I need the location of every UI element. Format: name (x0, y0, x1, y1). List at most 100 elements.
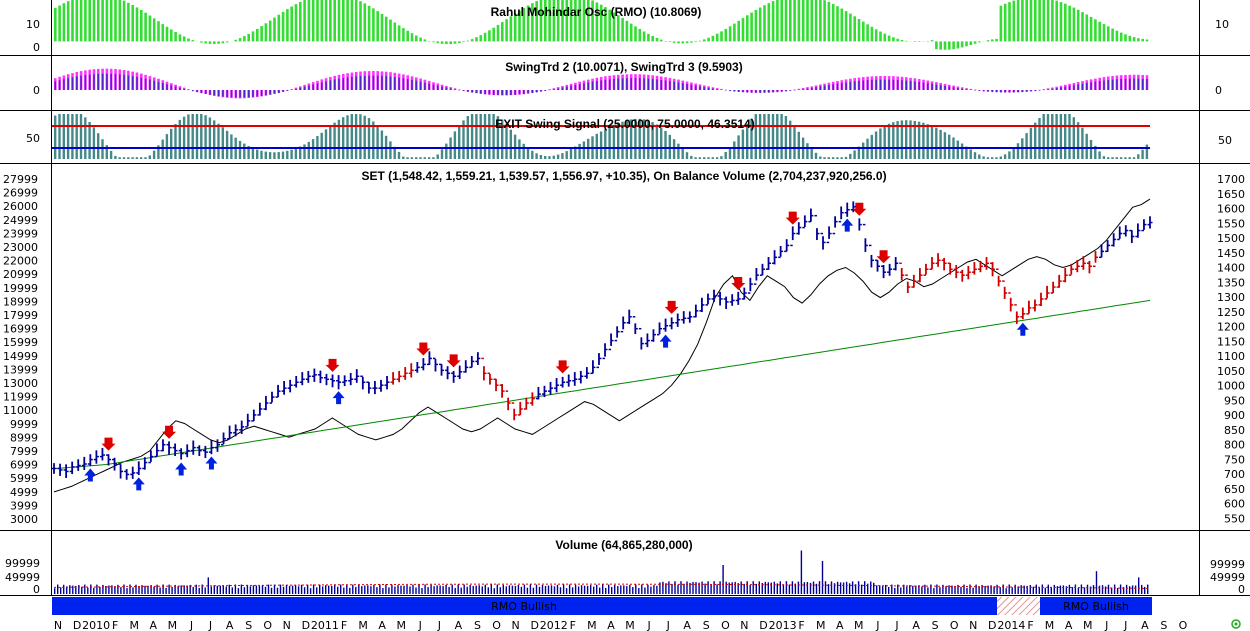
volume-bar (734, 581, 736, 594)
swingtrend-3-bar (1141, 78, 1144, 90)
exit-bar (595, 133, 598, 159)
rmo-bar (1055, 0, 1058, 42)
volume-bar (620, 585, 622, 594)
rmo-bar (273, 17, 276, 42)
exit-bar (1145, 144, 1149, 159)
swingtrend-3-bar (1137, 78, 1140, 90)
swingtrend-3-bar (909, 81, 912, 90)
rmo-bar (311, 0, 315, 42)
volume-bar (656, 585, 658, 594)
exit-bar (114, 155, 117, 159)
volume-bar (623, 585, 625, 594)
buy-arrow (659, 334, 672, 348)
tick-label: 800 (1224, 439, 1245, 452)
tick-label: 15999 (3, 336, 38, 349)
volume-bar (912, 585, 914, 594)
rmo-bar (642, 31, 646, 42)
volume-bar (111, 585, 113, 594)
tick-label: 50 (1218, 134, 1232, 147)
exit-bar (905, 120, 908, 159)
exit-bar (1085, 133, 1088, 159)
volume-bar (722, 565, 724, 594)
rmo-bar (84, 0, 87, 42)
volume-bar (547, 585, 550, 594)
volume-bar (903, 584, 905, 594)
exit-bar (544, 156, 547, 159)
exit-bar (870, 134, 873, 159)
volume-bar (731, 582, 733, 594)
swingtrend-3-bar (1098, 81, 1101, 90)
swingtrend-3-bar (557, 88, 559, 90)
rmo-bar (973, 41, 977, 44)
exit-bar (565, 151, 568, 159)
exit-bar (122, 157, 126, 159)
rmo-bar (436, 41, 440, 44)
volume-bar (969, 584, 971, 594)
swingtrend-3-bar (260, 90, 263, 96)
exit-bar (479, 114, 482, 159)
exit-bar (1111, 157, 1114, 159)
volume-bar (249, 586, 252, 594)
rmo-bar (88, 0, 91, 42)
tick-label: 1000 (1217, 380, 1245, 393)
volume-bar (951, 585, 953, 594)
volume-bar (186, 586, 188, 594)
tick-label: 1450 (1217, 247, 1245, 260)
exit-bar (1051, 114, 1054, 159)
volume-bar (960, 586, 962, 594)
volume-bar (168, 584, 170, 594)
exit-bar (496, 116, 500, 159)
swingtrend-3-bar (136, 76, 138, 90)
exit-bar (200, 114, 203, 159)
month-label: O (721, 619, 730, 631)
swingtrend-3-bar (1060, 87, 1062, 90)
swingtrend-3-bar (995, 90, 998, 93)
tick-label: 23000 (3, 241, 38, 254)
rmo-bar (943, 41, 947, 50)
volume-bar (930, 584, 932, 594)
tick-label: 1600 (1217, 203, 1245, 216)
swingtrend-3-bar (1146, 79, 1148, 90)
gear-icon[interactable] (1231, 619, 1241, 629)
volume-bar (267, 584, 270, 594)
month-label: A (683, 619, 691, 631)
rmo-bar (707, 37, 710, 42)
swingtrend-3-bar (97, 73, 100, 90)
volume-bar (1125, 584, 1128, 594)
month-label: N (54, 619, 62, 631)
tick-label: 0 (33, 583, 40, 596)
volume-bar (1083, 587, 1086, 594)
exit-bar (599, 131, 603, 159)
exit-bar (995, 157, 998, 159)
rmo-bar (1042, 0, 1046, 42)
volume-bar (448, 586, 450, 594)
rmo-bar (595, 2, 599, 42)
swingtrend-3-bar (140, 77, 143, 90)
volume-bar (523, 584, 526, 594)
volume-bar (355, 586, 357, 594)
volume-bar (502, 584, 504, 594)
volume-bar (583, 585, 586, 594)
volume-bar (966, 587, 968, 594)
swingtrend-3-bar (841, 83, 843, 90)
exit-bar (1068, 114, 1071, 159)
volume-bar (713, 581, 715, 594)
exit-bar (776, 114, 779, 159)
rmo-bar (483, 32, 487, 42)
volume-bar (809, 582, 812, 594)
tick-label: 20999 (3, 268, 38, 281)
swingtrend-3-bar (80, 75, 82, 90)
month-label: M (816, 619, 826, 631)
month-label: M (625, 619, 635, 631)
volume-bar (201, 584, 203, 594)
rmo-bar (243, 36, 246, 42)
volume-bar (918, 585, 920, 594)
month-label: M (854, 619, 864, 631)
swingtrend-3-bar (286, 90, 289, 91)
exit-bar (161, 139, 164, 159)
swingtrend-3-bar (1047, 89, 1049, 90)
swingtrend-3-bar (1025, 90, 1028, 92)
volume-bar (755, 583, 757, 594)
swingtrend-3-bar (166, 84, 168, 90)
volume-bar (1059, 585, 1062, 594)
